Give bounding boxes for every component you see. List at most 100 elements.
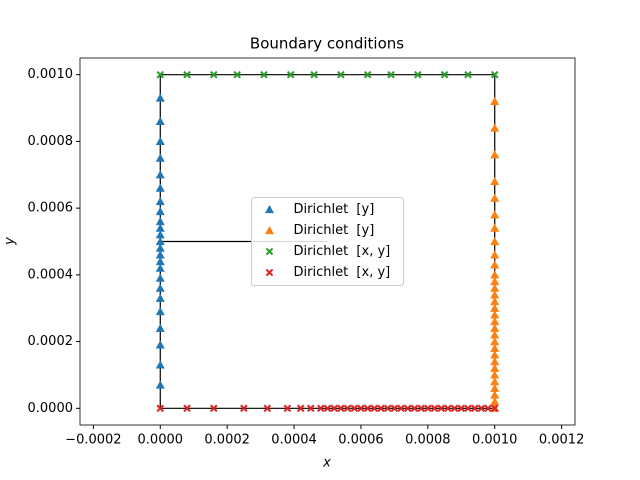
marker xyxy=(306,404,315,413)
legend-marker xyxy=(265,226,274,235)
y-tick-label: 0.0000 xyxy=(28,401,74,416)
marker xyxy=(156,70,165,79)
marker xyxy=(414,70,422,79)
marker xyxy=(363,404,372,413)
y-tick-label: 0.0010 xyxy=(28,67,74,82)
marker xyxy=(490,290,500,299)
marker xyxy=(490,330,500,339)
marker xyxy=(283,404,292,413)
marker xyxy=(490,237,500,246)
marker xyxy=(286,70,295,79)
marker xyxy=(260,70,268,79)
marker xyxy=(383,404,392,413)
marker xyxy=(155,136,165,146)
marker xyxy=(155,196,165,206)
marker xyxy=(464,70,472,79)
marker xyxy=(155,293,165,302)
marker xyxy=(156,404,165,413)
marker xyxy=(490,357,500,366)
marker xyxy=(377,404,385,413)
marker xyxy=(490,377,500,386)
marker xyxy=(155,250,165,259)
x-tick-label: 0.0010 xyxy=(472,433,518,448)
marker xyxy=(337,404,345,413)
marker xyxy=(437,404,446,413)
marker xyxy=(490,250,500,259)
marker xyxy=(490,277,500,286)
x-tick-label: 0.0008 xyxy=(405,433,451,448)
marker xyxy=(387,70,395,79)
marker xyxy=(155,170,165,179)
marker xyxy=(310,70,318,79)
marker xyxy=(490,343,500,352)
marker xyxy=(403,404,412,413)
marker xyxy=(350,404,359,413)
plot-frame xyxy=(79,57,576,426)
marker xyxy=(490,397,500,406)
marker xyxy=(343,404,352,413)
marker xyxy=(155,263,165,272)
marker xyxy=(417,404,425,413)
marker xyxy=(490,404,499,413)
marker xyxy=(337,70,345,79)
x-tick-label: 0.0012 xyxy=(539,433,585,448)
marker xyxy=(155,323,165,332)
marker xyxy=(464,404,472,413)
marker xyxy=(155,380,165,389)
marker xyxy=(155,237,165,246)
marker xyxy=(183,70,191,79)
y-tick-label: 0.0008 xyxy=(28,134,74,149)
marker xyxy=(155,230,165,239)
marker xyxy=(155,216,165,226)
marker xyxy=(155,223,165,232)
marker xyxy=(155,257,165,266)
marker xyxy=(155,153,165,162)
marker xyxy=(490,283,500,292)
marker xyxy=(183,404,191,413)
marker xyxy=(430,404,439,413)
marker xyxy=(490,383,500,392)
marker xyxy=(490,337,500,346)
chart-title: Boundary conditions xyxy=(250,35,404,53)
marker xyxy=(323,404,332,413)
marker xyxy=(317,404,325,413)
marker xyxy=(263,404,272,413)
marker xyxy=(155,360,165,369)
legend-marker xyxy=(265,268,274,277)
marker xyxy=(490,270,500,279)
marker xyxy=(457,404,466,413)
y-tick-label: 0.0006 xyxy=(28,201,74,216)
legend-marker xyxy=(265,247,274,256)
marker xyxy=(450,404,459,413)
marker xyxy=(490,350,500,359)
marker xyxy=(490,223,500,232)
marker xyxy=(363,70,372,79)
marker xyxy=(490,317,500,326)
marker xyxy=(490,123,500,132)
marker xyxy=(424,404,432,413)
marker xyxy=(490,176,500,186)
marker xyxy=(233,70,241,79)
marker xyxy=(155,273,165,282)
x-tick-label: −0.0002 xyxy=(65,433,121,448)
marker xyxy=(490,390,500,399)
y-tick-label: 0.0002 xyxy=(28,334,74,349)
marker xyxy=(357,404,365,413)
marker xyxy=(490,370,500,379)
marker xyxy=(490,193,500,202)
marker xyxy=(444,404,452,413)
marker xyxy=(490,70,499,79)
marker xyxy=(477,404,486,413)
marker xyxy=(330,404,338,413)
marker xyxy=(155,206,165,216)
legend-label: Dirichlet [x, y] xyxy=(294,244,391,259)
x-tick-label: 0.0000 xyxy=(138,433,184,448)
legend-box xyxy=(251,197,404,286)
marker xyxy=(370,404,379,413)
x-tick-label: 0.0004 xyxy=(271,433,317,448)
marker xyxy=(155,93,165,102)
legend-label: Dirichlet [y] xyxy=(294,223,375,238)
x-axis-label: x xyxy=(322,456,331,471)
marker xyxy=(296,404,305,413)
